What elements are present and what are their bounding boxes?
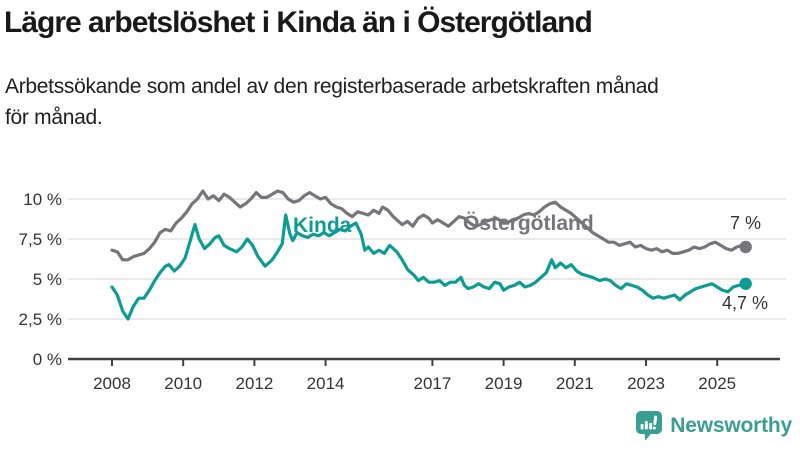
x-tick-label: 2021 [556, 374, 594, 393]
y-tick-label: 5 % [33, 270, 62, 289]
y-tick-label: 0 % [33, 350, 62, 369]
y-tick-label: 10 % [23, 190, 62, 209]
newsworthy-logo-icon [636, 411, 663, 441]
ostergotland-series-label: Östergötland [463, 212, 594, 235]
x-tick-label: 2010 [164, 374, 202, 393]
x-tick-label: 2014 [307, 374, 345, 393]
x-tick-label: 2023 [627, 374, 665, 393]
newsworthy-logo: Newsworthy [636, 411, 792, 441]
y-tick-label: 2,5 % [19, 310, 62, 329]
x-tick-label: 2025 [698, 374, 736, 393]
x-tick-label: 2012 [235, 374, 273, 393]
kinda-series-label: Kinda [293, 214, 352, 237]
y-tick-label: 7,5 % [19, 230, 62, 249]
logo-exclamation-glyph [653, 415, 658, 430]
logo-barchart-glyph [640, 415, 658, 430]
x-tick-label: 2019 [485, 374, 523, 393]
newsworthy-logo-text: Newsworthy [670, 414, 792, 437]
ostergotland-end-value-label: 7 % [730, 213, 761, 233]
x-tick-label: 2008 [93, 374, 131, 393]
kinda-line [110, 213, 748, 321]
chart-subtitle: Arbetssökande som andel av den registerb… [5, 75, 659, 129]
page-title: Lägre arbetslöshet i Kinda än i Östergöt… [4, 6, 593, 39]
x-tick-label: 2017 [413, 374, 451, 393]
kinda-end-value-label: 4,7 % [722, 293, 768, 313]
ostergotland-line [110, 189, 748, 262]
kinda-end-dot [739, 277, 752, 290]
ostergotland-end-dot [739, 240, 752, 254]
